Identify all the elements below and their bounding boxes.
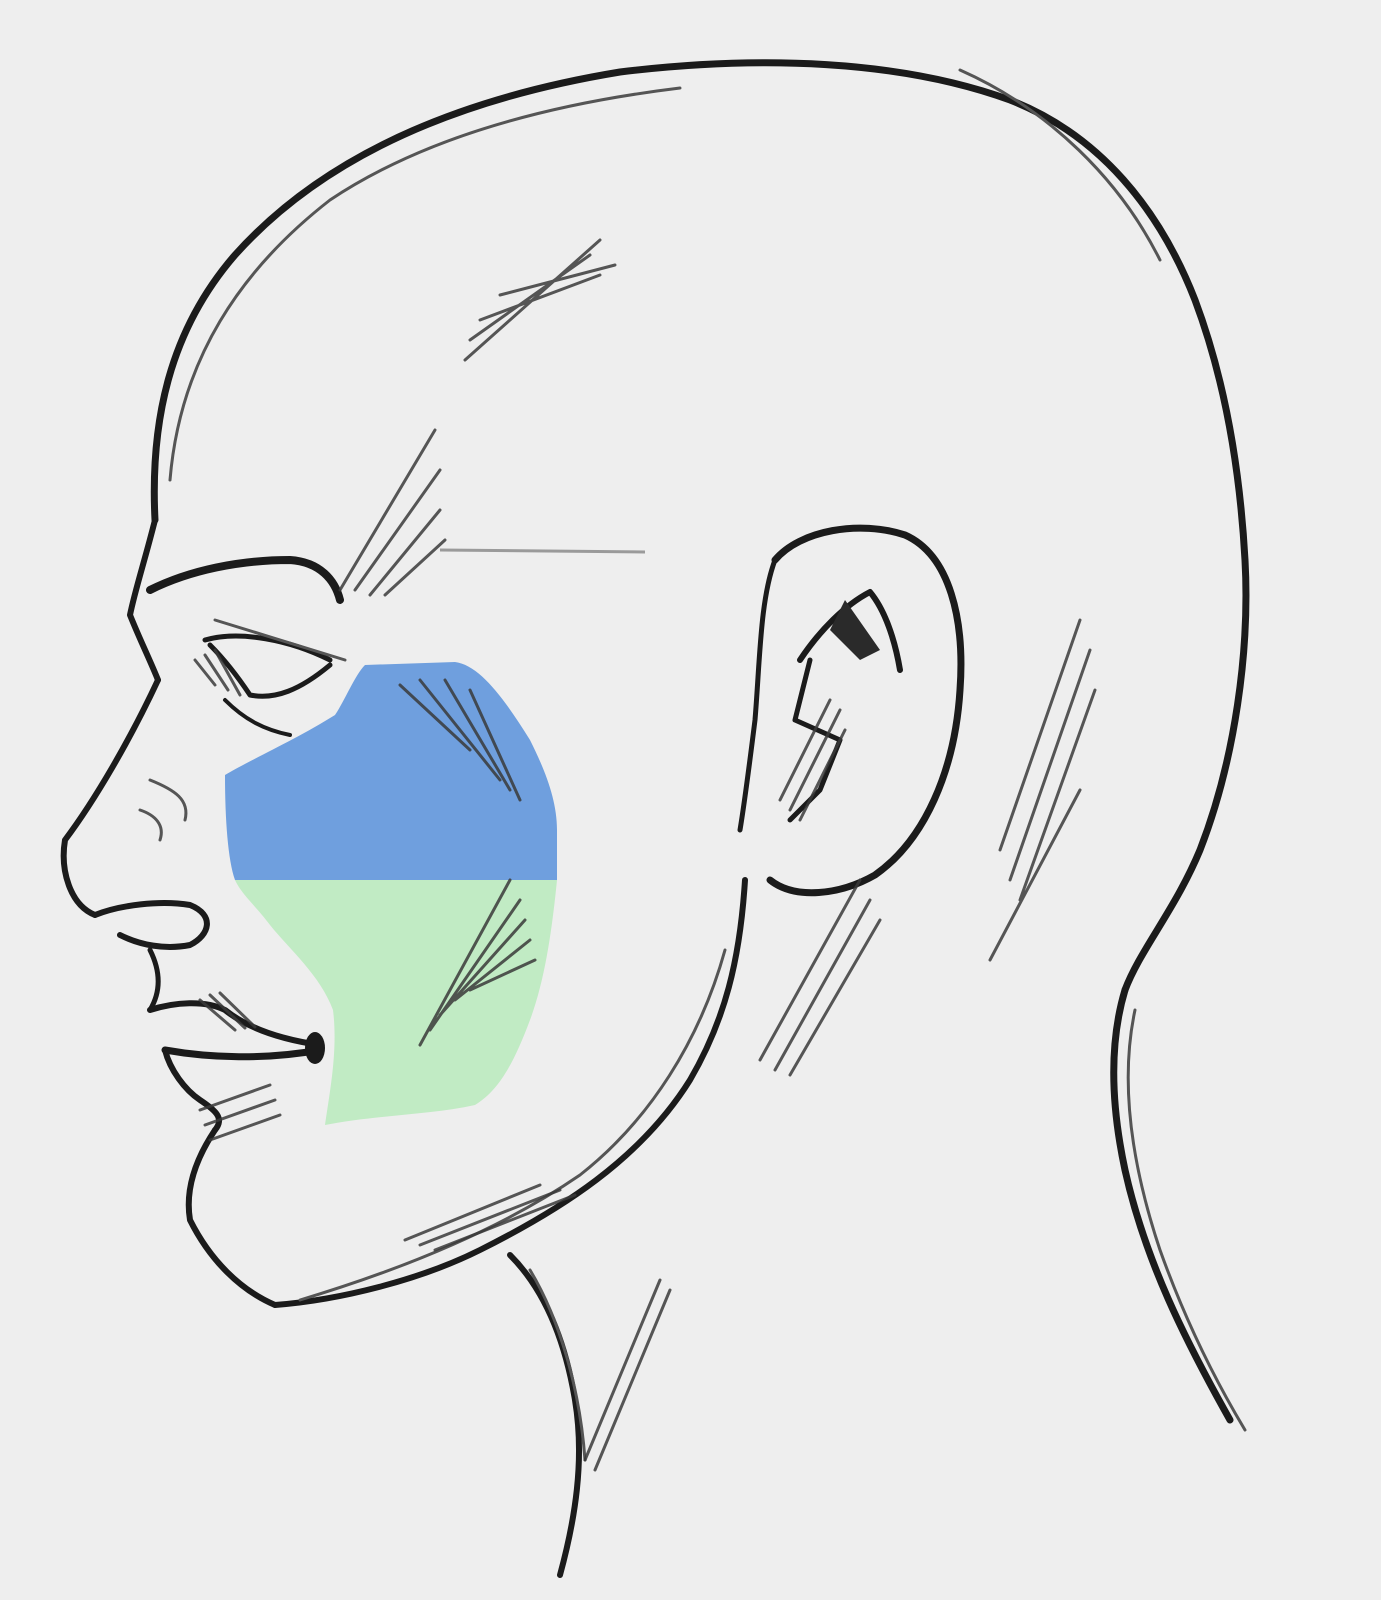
nostril-line <box>92 900 210 950</box>
ear-shading <box>778 698 847 822</box>
skull-outline <box>150 59 1250 994</box>
cheek-shading-lower <box>418 878 537 1047</box>
forehead-shading <box>463 238 617 362</box>
jaw-sketch-line <box>298 948 727 1302</box>
eye-shading <box>193 648 242 697</box>
neck-shading <box>583 1278 672 1472</box>
eye-outline <box>207 642 333 699</box>
jaw-neck-shading <box>403 1183 577 1252</box>
lip-shading <box>198 991 257 1032</box>
upper-eyelid <box>202 633 333 663</box>
mouth-line <box>161 1046 324 1061</box>
eye-socket-line <box>223 698 292 737</box>
mouth-corner <box>305 1032 325 1064</box>
chin-shading <box>198 1083 282 1142</box>
eye-lash-line <box>213 618 347 662</box>
front-of-neck-sketch <box>528 1268 587 1462</box>
under-ear-shading <box>758 878 882 1077</box>
skull-sketch-line <box>168 86 682 482</box>
eyebrow <box>146 556 344 604</box>
back-of-neck-line <box>1110 986 1234 1424</box>
behind-ear-shading <box>988 618 1097 962</box>
temple-shading <box>338 428 447 597</box>
philtrum-line <box>147 947 161 1013</box>
ear-front-edge <box>737 557 778 833</box>
ear-inner-helix <box>797 589 903 673</box>
eye-level-guide <box>439 548 646 554</box>
front-of-neck-line <box>507 1252 583 1578</box>
upper-cheek-region <box>225 662 557 880</box>
nose-bridge-line <box>60 677 161 918</box>
chin-line <box>185 1127 278 1308</box>
cheek-shading-upper <box>398 678 522 802</box>
forehead-profile <box>127 517 161 683</box>
skull-sketch-line-back <box>958 68 1162 262</box>
back-of-neck-sketch <box>1126 1008 1247 1432</box>
ear-concha-shadow <box>830 600 880 660</box>
jaw-line <box>272 877 748 1308</box>
nose-crease <box>138 778 188 842</box>
